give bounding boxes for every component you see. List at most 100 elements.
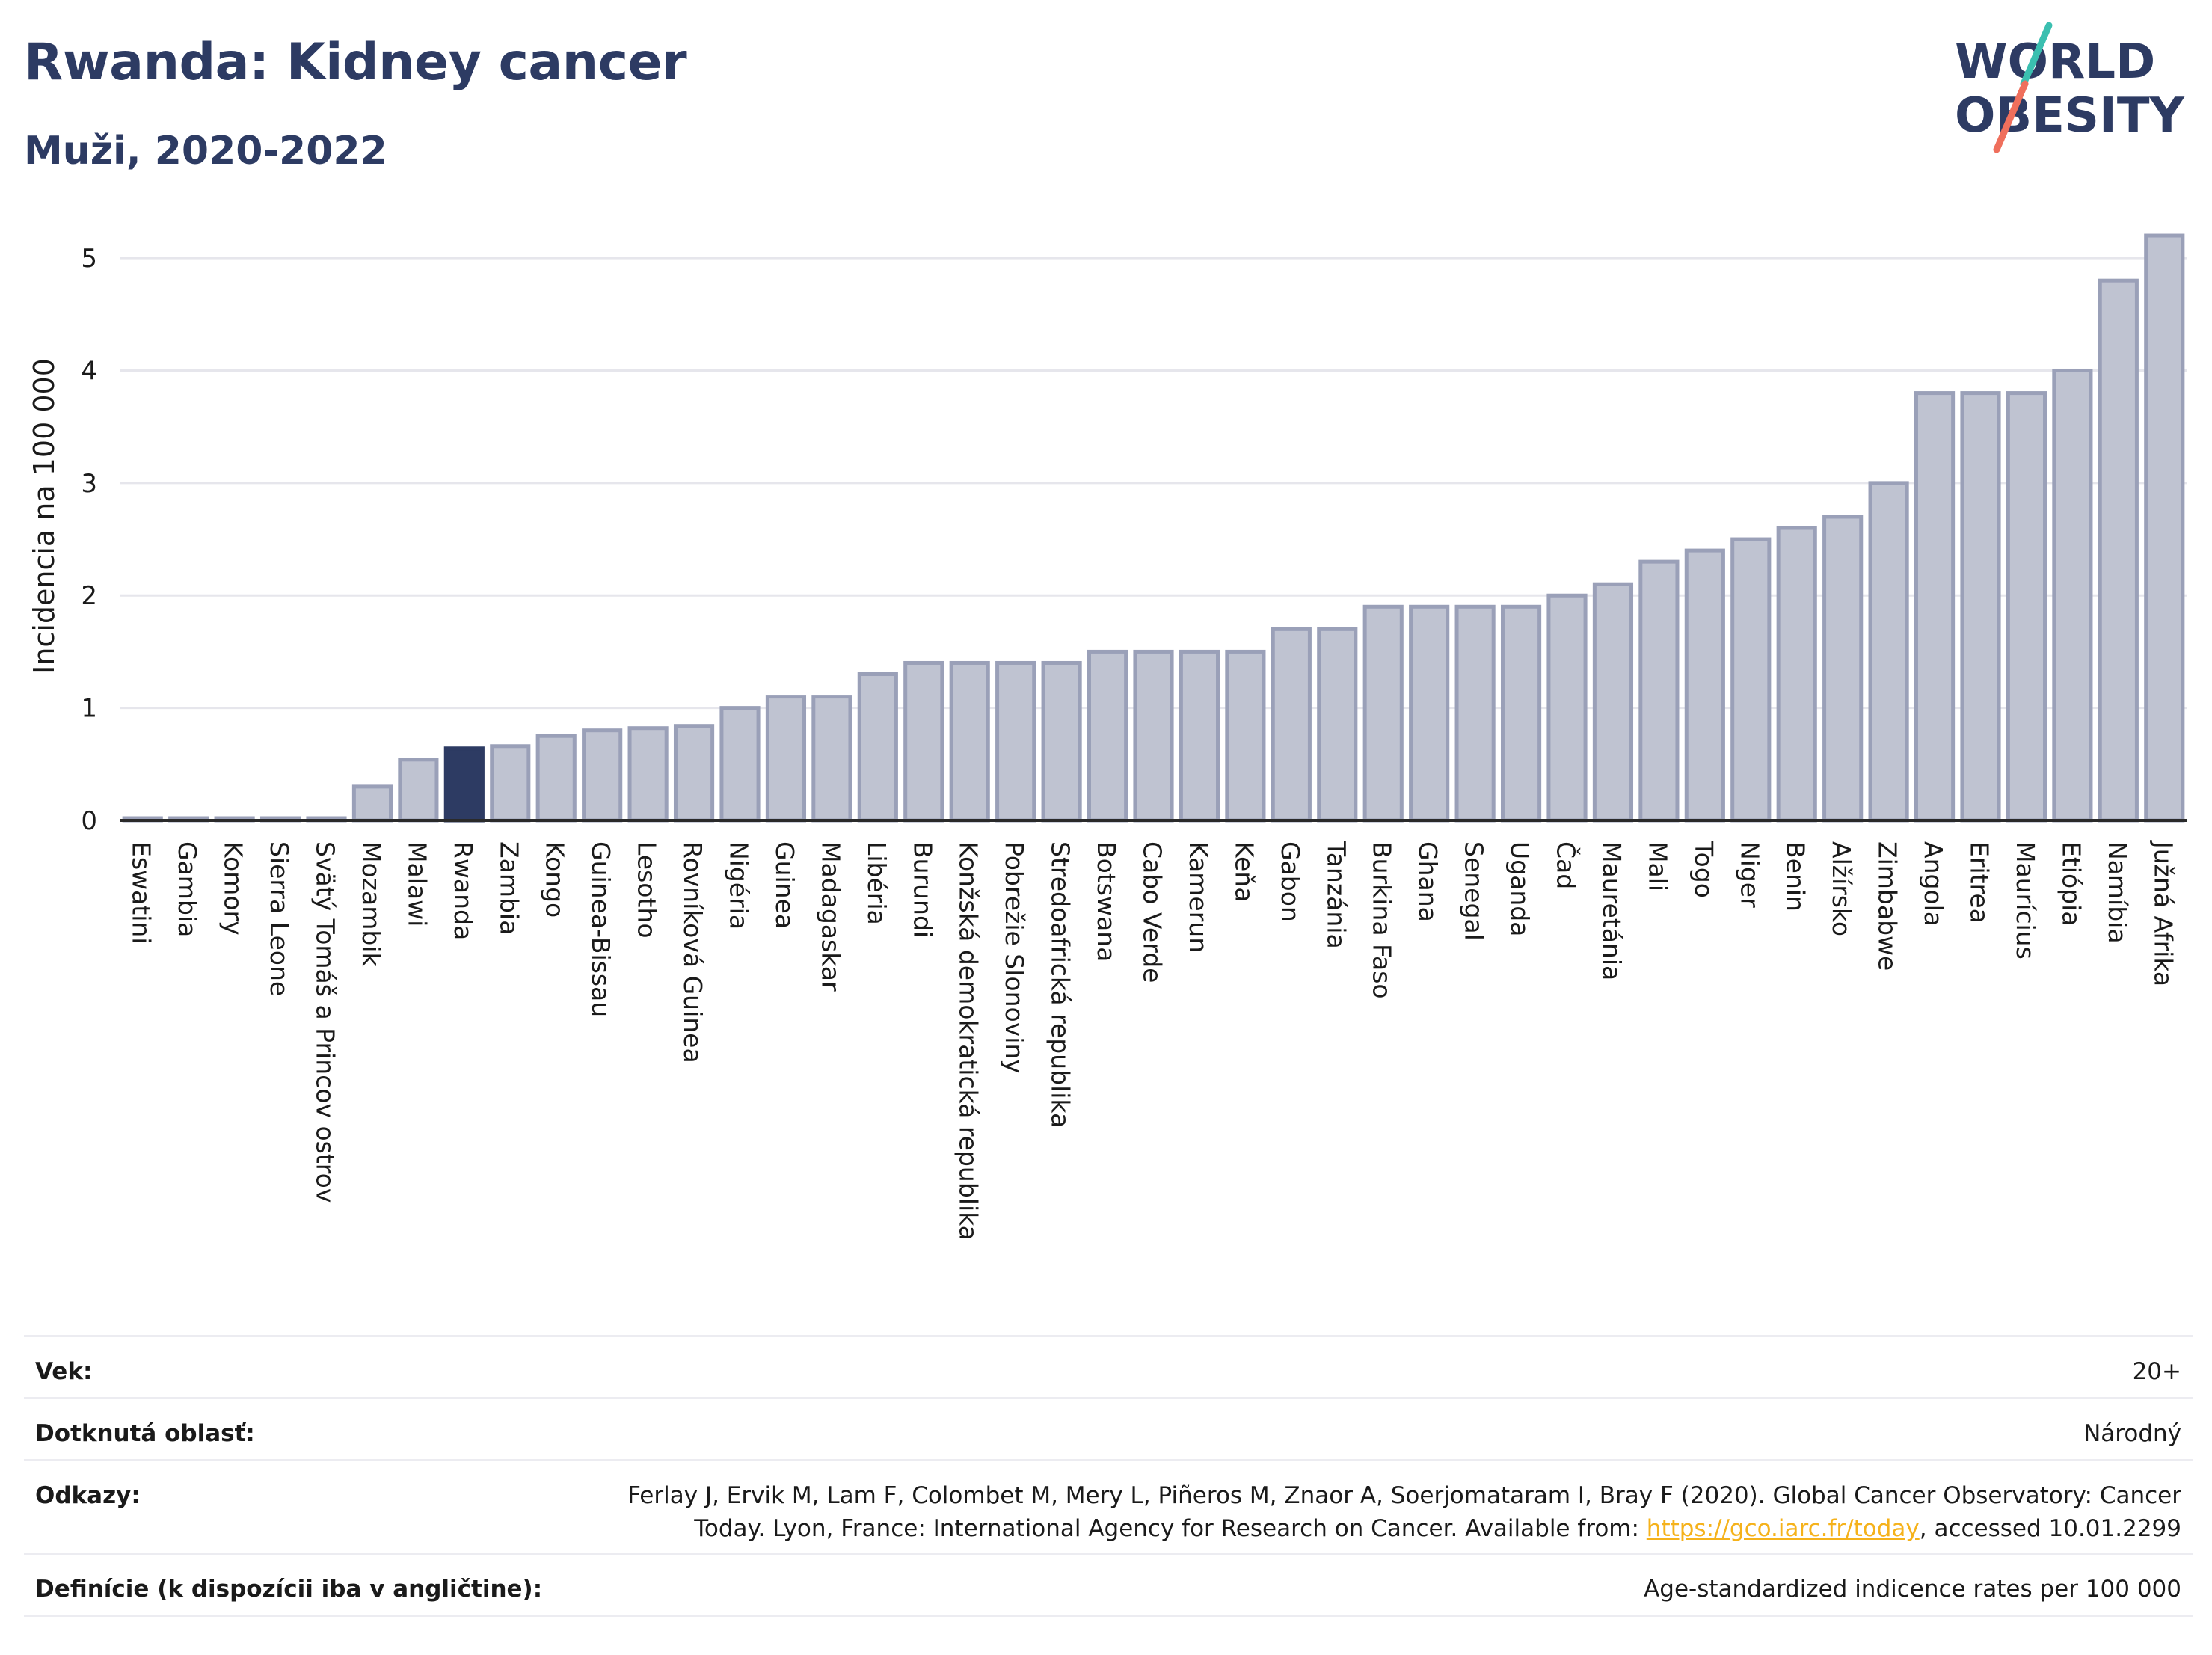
x-tick-label: Mozambik <box>357 841 386 967</box>
chart-title: Rwanda: Kidney cancer <box>24 33 687 92</box>
info-row-references: Odkazy: Ferlay J, Ervik M, Lam F, Colomb… <box>24 1459 2193 1554</box>
x-tick-label: Alžírsko <box>1827 841 1856 936</box>
bar-pobre-ie-slonoviny[interactable] <box>995 660 1036 823</box>
bar-senegal[interactable] <box>1454 604 1496 823</box>
x-tick-label: Zambia <box>494 841 523 935</box>
bar-togo[interactable] <box>1684 548 1725 823</box>
info-key-age: Vek: <box>35 1358 93 1385</box>
bar-cabo-verde[interactable] <box>1133 649 1174 823</box>
info-key-definitions: Definície (k dispozícii iba v angličtine… <box>35 1576 543 1603</box>
references-text-post: , accessed 10.01.2299 <box>1919 1515 2181 1542</box>
bar-kon-sk-demokratick-republika[interactable] <box>949 660 990 823</box>
bar-stredoafrick-republika[interactable] <box>1041 660 1082 823</box>
bar-nam-bia[interactable] <box>2098 278 2139 823</box>
bar-burkina-faso[interactable] <box>1362 604 1404 823</box>
references-text-pre: Today. Lyon, France: International Agenc… <box>694 1515 1647 1542</box>
bar-ghana[interactable] <box>1409 604 1450 823</box>
x-tick-label: Guinea-Bissau <box>586 841 615 1017</box>
x-tick-label: Mali <box>1643 841 1672 891</box>
x-tick-label: Zimbabwe <box>1873 841 1902 971</box>
x-tick-label: Nigéria <box>725 841 754 930</box>
x-tick-label: Komory <box>219 841 248 936</box>
info-key-references: Odkazy: <box>35 1482 141 1509</box>
x-tick-label: Sierra Leone <box>265 841 294 996</box>
x-tick-label: Pobrežie Slonoviny <box>1000 841 1029 1074</box>
y-tick-label: 2 <box>81 581 97 611</box>
x-tick-label: Etiópia <box>2056 841 2086 927</box>
references-link[interactable]: https://gco.iarc.fr/today <box>1646 1515 1920 1542</box>
bar-ke-a[interactable] <box>1225 649 1266 823</box>
bar-niger[interactable] <box>1730 537 1772 823</box>
bar-ju-n-afrika[interactable] <box>2144 233 2185 823</box>
logo-line2: OBESITY <box>1955 88 2184 144</box>
bar-mali[interactable] <box>1638 559 1680 823</box>
bar-al-rsko[interactable] <box>1822 515 1864 823</box>
x-tick-label: Mauretánia <box>1597 841 1626 980</box>
bar-rwanda[interactable] <box>443 746 485 823</box>
x-tick-label: Stredoafrická republika <box>1046 841 1075 1128</box>
x-tick-label: Čad <box>1552 841 1582 889</box>
bar-zambia[interactable] <box>490 744 531 823</box>
y-axis-label: Incidencia na 100 000 <box>28 358 61 674</box>
y-tick-label: 4 <box>81 356 97 386</box>
bar-tanz-nia[interactable] <box>1317 627 1358 823</box>
bar-rovn-kov-guinea[interactable] <box>673 724 715 823</box>
logo-slash-teal <box>2020 22 2053 87</box>
bar--ad[interactable] <box>1546 593 1588 823</box>
bar-guinea[interactable] <box>765 695 807 823</box>
y-tick-label: 3 <box>81 469 97 499</box>
x-tick-label: Kongo <box>541 841 570 918</box>
x-tick-label: Namíbia <box>2103 841 2132 944</box>
bar-maur-cius[interactable] <box>2006 391 2047 823</box>
x-tick-label: Kamerun <box>1184 841 1213 953</box>
x-tick-label: Togo <box>1689 841 1718 898</box>
bar-kamerun[interactable] <box>1179 649 1220 823</box>
x-tick-label: Eswatini <box>127 841 156 944</box>
bar-mozambik[interactable] <box>351 784 393 823</box>
logo-slash-coral <box>1993 80 2029 153</box>
x-tick-label: Angola <box>1919 841 1948 927</box>
x-tick-label: Cabo Verde <box>1138 841 1167 983</box>
bar-benin[interactable] <box>1776 526 1817 823</box>
x-tick-label: Ghana <box>1413 841 1443 922</box>
info-bottom-divider <box>24 1615 2193 1617</box>
x-tick-label: Botswana <box>1092 841 1121 962</box>
info-value-area: Národný <box>2083 1420 2181 1447</box>
bar-gabon[interactable] <box>1271 627 1312 823</box>
bar-madagaskar[interactable] <box>811 695 852 823</box>
bar-mauret-nia[interactable] <box>1592 582 1634 823</box>
axis-layer: 0 1 2 3 4 5 Eswatini Gambia Komory Sierra Leone Sv… <box>81 244 2187 1241</box>
info-value-references-line1: Ferlay J, Ervik M, Lam F, Colombet M, Me… <box>627 1482 2181 1509</box>
x-tick-label: Svätý Tomáš a Princov ostrov <box>311 841 340 1203</box>
info-value-age: 20+ <box>2132 1358 2181 1385</box>
bars-layer <box>122 233 2185 823</box>
logo-line1: WORLD <box>1955 34 2155 90</box>
bar-zimbabwe[interactable] <box>1868 481 1909 823</box>
bar-guinea-bissau[interactable] <box>582 728 623 823</box>
bar-eti-pia[interactable] <box>2052 368 2093 823</box>
bar-angola[interactable] <box>1914 391 1956 823</box>
x-tick-label: Keňa <box>1229 841 1259 902</box>
x-tick-label: Benin <box>1781 841 1810 912</box>
x-tick-label: Guinea <box>770 841 799 929</box>
x-tick-label: Maurícius <box>2011 841 2040 959</box>
bar-lesotho[interactable] <box>627 726 669 823</box>
bar-burundi[interactable] <box>903 660 944 823</box>
bar-malawi[interactable] <box>398 758 439 823</box>
y-tick-label: 0 <box>81 806 97 836</box>
bar-nig-ria[interactable] <box>719 706 761 823</box>
x-tick-label: Eritrea <box>1965 841 1994 924</box>
bar-botswana[interactable] <box>1087 649 1128 823</box>
info-row-age: Vek: 20+ <box>24 1335 2193 1398</box>
x-tick-label: Gabon <box>1276 841 1305 922</box>
bar-lib-ria[interactable] <box>857 672 898 823</box>
bar-eritrea[interactable] <box>1960 391 2001 823</box>
x-tick-label: Malawi <box>402 841 431 927</box>
x-tick-label: Lesotho <box>633 841 662 939</box>
bar-kongo[interactable] <box>535 734 577 823</box>
info-key-area: Dotknutá oblasť: <box>35 1420 255 1447</box>
x-tick-label: Niger <box>1735 841 1764 908</box>
x-tick-label: Madagaskar <box>816 841 845 992</box>
x-tick-label: Burkina Faso <box>1368 841 1397 999</box>
bar-uganda[interactable] <box>1500 604 1542 823</box>
